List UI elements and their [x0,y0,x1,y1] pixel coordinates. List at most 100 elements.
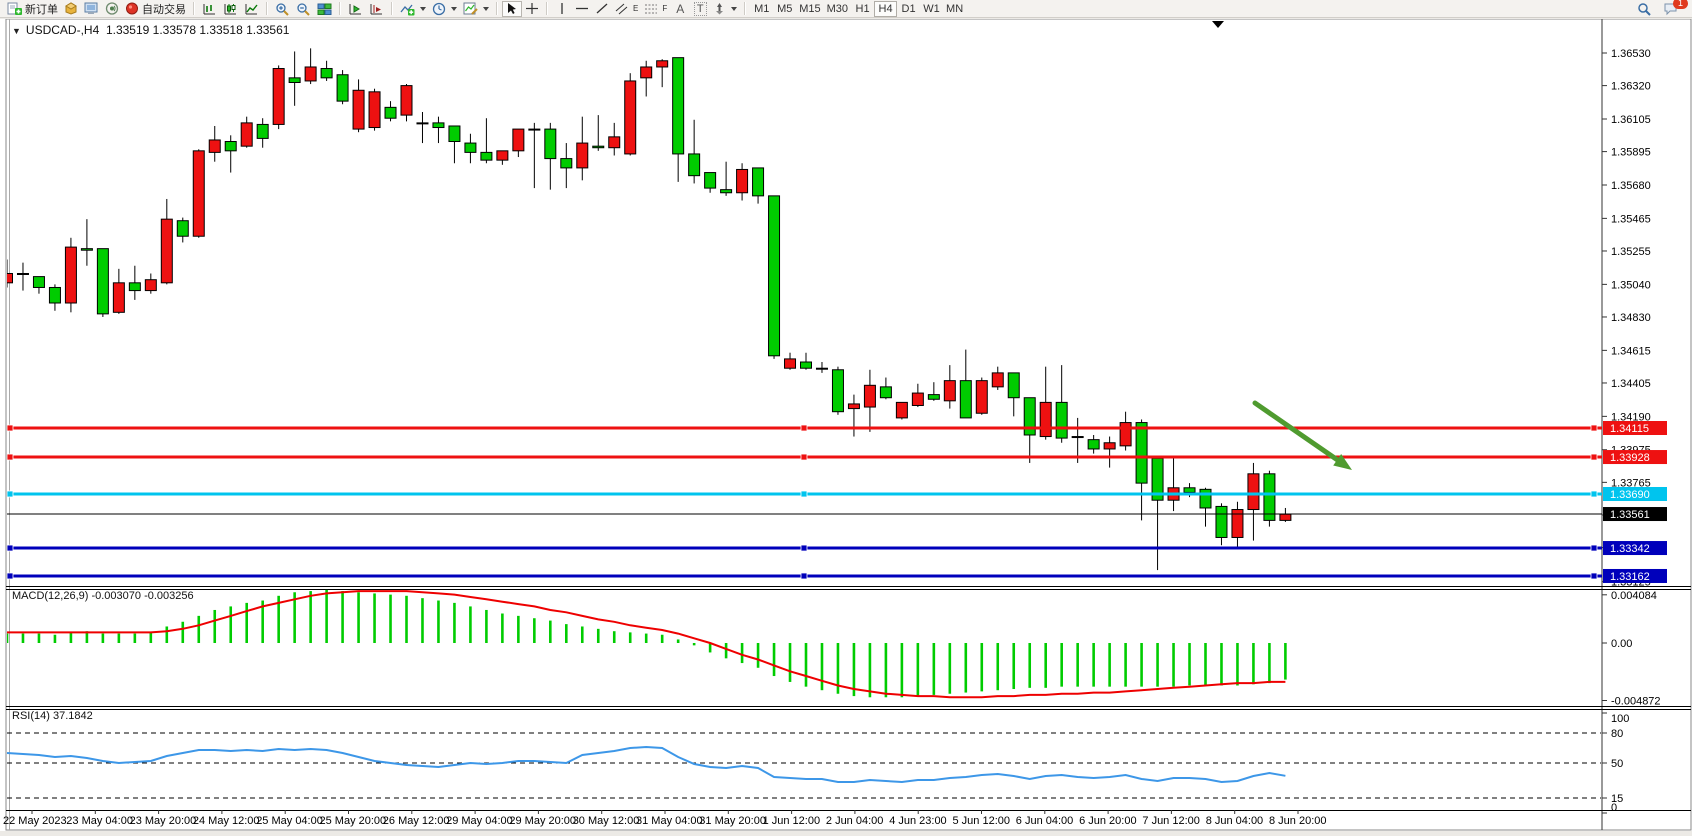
periods-button[interactable] [429,1,460,17]
text-label-tool-button[interactable]: T [690,1,710,17]
trend-arrow[interactable] [1252,400,1352,470]
autotrading-button[interactable]: 自动交易 [122,1,189,17]
timeframe-m30-button[interactable]: M30 [824,1,851,17]
price-badge [1603,507,1667,522]
channel-tool-button[interactable]: E [612,1,641,17]
candle-body [592,145,605,149]
timeframe-h4-button[interactable]: H4 [874,0,898,17]
rsi-tick-label: 0 [1611,802,1617,814]
candle-body [448,125,461,143]
macd-tick-label: -0.004872 [1611,695,1661,707]
candle-body [128,282,141,292]
candle-body [1183,487,1196,493]
crosshair-tool-button[interactable] [522,1,542,17]
candle-body [1039,401,1052,438]
new-order-button[interactable]: 新订单 [4,1,61,17]
zoom-out-button[interactable] [293,1,314,17]
search-button[interactable] [1634,1,1655,17]
line-handle[interactable] [1590,544,1598,552]
line-handle[interactable] [800,572,808,580]
line-handle[interactable] [6,453,14,461]
line-handle[interactable] [1590,424,1598,432]
chart-shift-icon [370,3,382,14]
fibonacci-tool-button[interactable]: F [641,1,670,17]
candle-body [400,85,413,116]
notifications-button[interactable]: 1 [1661,0,1688,17]
horizontal-line-icon [576,7,588,10]
terminal-button[interactable] [81,1,102,17]
toolbar-separator [546,2,548,15]
candle-body [80,248,93,251]
candle-body [672,57,685,155]
candle-body [144,279,157,292]
indicators-button[interactable] [397,1,429,17]
macd-axis: 0.004084 0.00 -0.004872 [1602,590,1661,707]
candle-body [640,66,653,79]
line-handle[interactable] [1590,490,1598,498]
candle-chart-button[interactable] [220,1,241,17]
line-handle[interactable] [800,544,808,552]
zoom-out-icon [297,2,310,16]
alerts-button[interactable] [102,1,122,17]
candle-body [496,150,509,161]
time-tick-label: 4 Jun 23:00 [889,815,947,827]
candle-body [464,142,477,153]
time-tick-label: 29 May 04:00 [446,815,513,827]
timeframe-d1-button[interactable]: D1 [897,1,920,17]
text-tool-button[interactable]: A [670,1,690,17]
rsi-indicator-label: RSI(14) 37.1842 [12,710,93,722]
chart-canvas[interactable]: 1.36530 1.36320 1.36105 1.35895 1.35680 1.354… [0,19,1692,831]
candle-body [927,394,940,400]
line-chart-button[interactable] [241,1,262,17]
candle-body [895,401,908,419]
candle-body [192,150,205,237]
collapse-triangle-icon[interactable]: ▼ [12,26,21,36]
auto-scroll-button[interactable] [345,1,366,17]
candle-body [1055,401,1068,439]
arrows-tool-button[interactable] [710,1,740,17]
chart-shift-button[interactable] [366,1,387,17]
price-badge-label: 1.33342 [1610,543,1650,555]
candle-body [96,248,109,315]
timeframe-h1-button[interactable]: H1 [851,1,874,17]
candle-body [272,68,285,125]
horizontal-line-tool-button[interactable] [572,1,592,17]
vertical-line-tool-button[interactable] [552,1,572,17]
zoom-in-button[interactable] [272,1,293,17]
candle-body [352,89,365,130]
candle-body [224,141,237,152]
cursor-tool-button[interactable] [502,0,522,17]
line-handle[interactable] [1590,453,1598,461]
tile-windows-button[interactable] [314,1,335,17]
line-handle[interactable] [1590,572,1598,580]
macd-tick-label: 0.004084 [1611,590,1657,602]
time-tick-label: 30 May 12:00 [573,815,640,827]
price-tick-label: 1.35465 [1611,213,1651,225]
timeframe-m5-button[interactable]: M5 [773,1,796,17]
line-handle[interactable] [800,424,808,432]
line-handle[interactable] [6,490,14,498]
candle-body [320,68,333,79]
line-handle[interactable] [6,424,14,432]
timeframe-w1-button[interactable]: W1 [920,1,943,17]
candle-body [208,139,221,153]
line-handle[interactable] [800,490,808,498]
line-handle[interactable] [6,544,14,552]
trendline-tool-button[interactable] [592,1,612,17]
time-tick-label: 6 Jun 04:00 [1016,815,1074,827]
timeframe-m1-button[interactable]: M1 [750,1,773,17]
line-handle[interactable] [6,572,14,580]
timeframe-mn-button[interactable]: MN [943,1,966,17]
templates-button[interactable] [460,1,492,17]
candle-body [288,77,301,84]
line-handle[interactable] [800,453,808,461]
price-tick-label: 1.33765 [1611,477,1651,489]
rsi-tick-label: 80 [1611,728,1623,740]
candle-body [576,142,589,169]
chart-shift-marker[interactable] [1212,21,1224,28]
bar-chart-button[interactable] [199,1,220,17]
timeframe-m15-button[interactable]: M15 [796,1,823,17]
candle-body [240,122,253,147]
deposit-button[interactable] [61,1,81,17]
